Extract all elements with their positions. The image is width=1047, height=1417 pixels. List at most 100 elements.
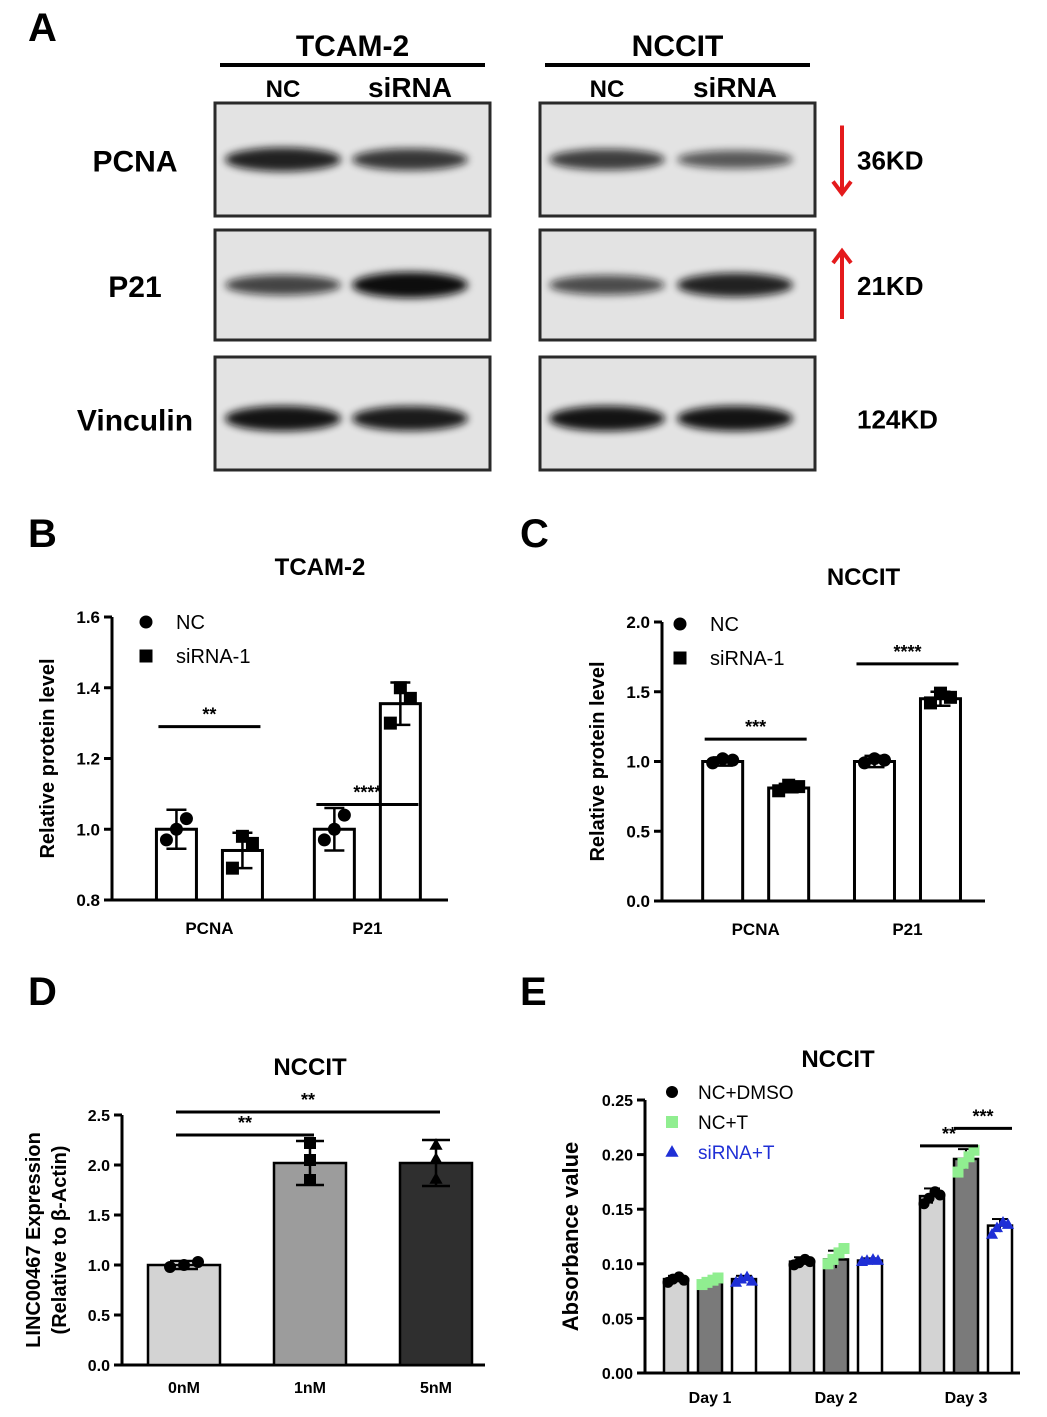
data-point: [827, 1253, 839, 1265]
legend-marker: [139, 649, 153, 663]
y-axis-label: Absorbance value: [558, 1142, 583, 1332]
data-point: [304, 1137, 316, 1149]
blot-band: [352, 272, 468, 298]
blot-band: [225, 147, 341, 172]
legend-label: siRNA-1: [710, 648, 784, 670]
significance-label: **: [238, 1113, 252, 1133]
significance-label: ***: [972, 1106, 993, 1126]
significance-label: **: [202, 705, 216, 725]
y-tick-label: 1.0: [88, 1258, 110, 1275]
data-point: [701, 1276, 713, 1288]
blot-size-label: 124KD: [857, 405, 938, 435]
data-point: [429, 1138, 443, 1150]
blot-lane-label: NC: [590, 76, 625, 103]
x-tick-label: PCNA: [732, 920, 780, 939]
chart-title: TCAM-2: [275, 554, 366, 581]
legend-label: siRNA+T: [698, 1143, 775, 1164]
data-point: [192, 1256, 204, 1268]
panel-label-d: D: [28, 970, 57, 1014]
blot-cellline-label: TCAM-2: [296, 30, 409, 63]
blot-band: [352, 406, 468, 431]
y-tick-label: 0.5: [626, 822, 650, 841]
panel-label-a: A: [28, 6, 57, 50]
y-tick-label: 1.4: [76, 679, 100, 698]
x-tick-label: PCNA: [185, 919, 233, 938]
y-tick-label: 2.0: [88, 1158, 110, 1175]
x-tick-label: Day 2: [815, 1390, 858, 1407]
x-tick-label: Day 1: [689, 1390, 732, 1407]
y-tick-label: 0.8: [76, 891, 100, 910]
data-point: [169, 822, 183, 836]
data-point: [985, 1227, 999, 1239]
western-blot-panel: TCAM-2 NC siRNA NCCIT NC siRNA PCNA 36KD P21 21KD…: [77, 30, 938, 472]
data-point: [304, 1154, 316, 1166]
data-point: [678, 1274, 690, 1286]
bar: [662, 1277, 690, 1375]
y-tick-label: 0.15: [602, 1202, 633, 1219]
legend-marker: [139, 615, 153, 629]
y-tick-label: 1.0: [626, 753, 650, 772]
x-tick-label: 0nM: [168, 1380, 200, 1397]
bar: [918, 1194, 946, 1375]
data-point: [745, 1274, 759, 1286]
data-point: [772, 784, 786, 798]
y-tick-label: 0.20: [602, 1148, 633, 1165]
x-tick-label: Day 3: [945, 1390, 988, 1407]
data-point: [804, 1256, 816, 1268]
legend-label: NC: [176, 612, 205, 634]
data-point: [792, 780, 806, 794]
blot-lane-label: NC: [266, 76, 301, 103]
y-axis-label: Relative protein level: [587, 661, 609, 861]
blot-band: [549, 405, 665, 432]
data-point: [178, 1259, 190, 1271]
bar: [856, 1259, 884, 1375]
data-point: [1001, 1218, 1015, 1229]
y-tick-label: 0.10: [602, 1257, 633, 1274]
data-point: [179, 812, 193, 826]
significance-label: ***: [745, 717, 766, 737]
data-point: [923, 696, 937, 710]
significance-label: **: [942, 1124, 956, 1144]
data-point: [716, 752, 730, 766]
data-point: [782, 778, 796, 792]
data-point: [934, 1189, 946, 1201]
blot-protein-label: Vinculin: [77, 405, 193, 438]
x-tick-label: P21: [892, 920, 922, 939]
legend-label: NC+T: [698, 1113, 749, 1134]
data-point: [838, 1243, 850, 1255]
data-point: [403, 691, 417, 705]
data-point: [225, 861, 239, 875]
y-tick-label: 0.0: [88, 1358, 110, 1375]
chart-title: NCCIT: [801, 1046, 875, 1073]
data-point: [164, 1261, 176, 1273]
y-tick-label: 1.5: [626, 683, 650, 702]
blot-lane-label: siRNA: [368, 72, 452, 103]
data-point: [963, 1151, 975, 1163]
y-axis-label: (Relative to β-Actin): [49, 1146, 71, 1335]
bar: [701, 760, 745, 903]
data-point: [857, 756, 871, 770]
data-point: [327, 822, 341, 836]
data-point: [871, 1254, 885, 1265]
data-point: [383, 716, 397, 730]
blot-band: [677, 405, 793, 432]
blot-band: [225, 405, 341, 432]
bar: [986, 1224, 1014, 1375]
significance-label: ****: [893, 642, 921, 662]
bar: [852, 760, 896, 903]
data-point: [877, 753, 891, 767]
bar: [918, 697, 962, 903]
y-tick-label: 1.2: [76, 750, 100, 769]
data-point: [429, 1152, 443, 1164]
y-tick-label: 0.05: [602, 1311, 633, 1328]
data-point: [957, 1157, 969, 1169]
chart-e: 0.00 0.05 0.10 0.15 0.20 0.25 NCCIT Absorbance …: [558, 1046, 1020, 1407]
legend-label: siRNA-1: [176, 646, 250, 668]
blot-size-label: 36KD: [857, 146, 923, 176]
bar: [952, 1157, 980, 1375]
x-tick-label: 5nM: [420, 1380, 452, 1397]
data-point: [159, 833, 173, 847]
bar: [146, 1263, 222, 1367]
legend-marker: [666, 1086, 678, 1098]
y-axis-label: LINC00467 Expression: [23, 1132, 45, 1348]
